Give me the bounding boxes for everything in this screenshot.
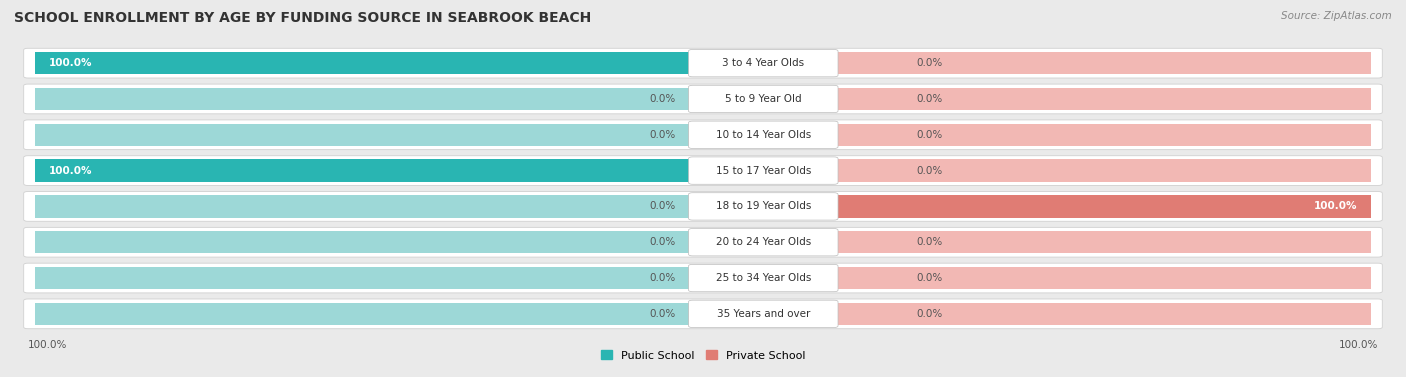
Text: 0.0%: 0.0%: [917, 309, 942, 319]
FancyBboxPatch shape: [24, 120, 1382, 150]
Text: 0.0%: 0.0%: [917, 130, 942, 140]
Text: 35 Years and over: 35 Years and over: [717, 309, 810, 319]
Text: 20 to 24 Year Olds: 20 to 24 Year Olds: [716, 237, 811, 247]
FancyBboxPatch shape: [24, 263, 1382, 293]
FancyBboxPatch shape: [24, 299, 1382, 329]
FancyBboxPatch shape: [35, 88, 696, 110]
FancyBboxPatch shape: [831, 303, 1371, 325]
FancyBboxPatch shape: [689, 193, 838, 220]
Text: 100.0%: 100.0%: [1315, 201, 1358, 211]
FancyBboxPatch shape: [831, 88, 1371, 110]
FancyBboxPatch shape: [24, 48, 1382, 78]
FancyBboxPatch shape: [24, 84, 1382, 114]
Text: 0.0%: 0.0%: [917, 237, 942, 247]
FancyBboxPatch shape: [35, 159, 696, 182]
FancyBboxPatch shape: [831, 159, 1371, 182]
FancyBboxPatch shape: [831, 195, 1371, 218]
FancyBboxPatch shape: [24, 227, 1382, 257]
FancyBboxPatch shape: [35, 124, 696, 146]
FancyBboxPatch shape: [831, 195, 1371, 218]
FancyBboxPatch shape: [689, 157, 838, 184]
FancyBboxPatch shape: [689, 228, 838, 256]
FancyBboxPatch shape: [689, 121, 838, 149]
FancyBboxPatch shape: [689, 49, 838, 77]
Text: Source: ZipAtlas.com: Source: ZipAtlas.com: [1281, 11, 1392, 21]
FancyBboxPatch shape: [35, 52, 696, 74]
Text: 0.0%: 0.0%: [650, 237, 675, 247]
FancyBboxPatch shape: [831, 124, 1371, 146]
Text: 0.0%: 0.0%: [917, 166, 942, 176]
FancyBboxPatch shape: [689, 264, 838, 292]
FancyBboxPatch shape: [35, 267, 696, 289]
Text: 100.0%: 100.0%: [28, 340, 67, 350]
Text: 0.0%: 0.0%: [917, 58, 942, 68]
FancyBboxPatch shape: [831, 231, 1371, 253]
Text: SCHOOL ENROLLMENT BY AGE BY FUNDING SOURCE IN SEABROOK BEACH: SCHOOL ENROLLMENT BY AGE BY FUNDING SOUR…: [14, 11, 592, 25]
Text: 18 to 19 Year Olds: 18 to 19 Year Olds: [716, 201, 811, 211]
FancyBboxPatch shape: [35, 159, 696, 182]
Legend: Public School, Private School: Public School, Private School: [600, 350, 806, 360]
Text: 0.0%: 0.0%: [917, 273, 942, 283]
Text: 100.0%: 100.0%: [48, 166, 91, 176]
FancyBboxPatch shape: [35, 303, 696, 325]
FancyBboxPatch shape: [24, 156, 1382, 185]
Text: 100.0%: 100.0%: [1339, 340, 1378, 350]
FancyBboxPatch shape: [689, 300, 838, 328]
FancyBboxPatch shape: [689, 85, 838, 113]
Text: 0.0%: 0.0%: [650, 94, 675, 104]
FancyBboxPatch shape: [831, 267, 1371, 289]
Text: 3 to 4 Year Olds: 3 to 4 Year Olds: [723, 58, 804, 68]
FancyBboxPatch shape: [35, 231, 696, 253]
Text: 15 to 17 Year Olds: 15 to 17 Year Olds: [716, 166, 811, 176]
Text: 0.0%: 0.0%: [650, 201, 675, 211]
Text: 0.0%: 0.0%: [650, 309, 675, 319]
Text: 5 to 9 Year Old: 5 to 9 Year Old: [725, 94, 801, 104]
Text: 10 to 14 Year Olds: 10 to 14 Year Olds: [716, 130, 811, 140]
FancyBboxPatch shape: [24, 192, 1382, 221]
FancyBboxPatch shape: [831, 52, 1371, 74]
Text: 100.0%: 100.0%: [48, 58, 91, 68]
FancyBboxPatch shape: [35, 195, 696, 218]
Text: 0.0%: 0.0%: [650, 130, 675, 140]
Text: 25 to 34 Year Olds: 25 to 34 Year Olds: [716, 273, 811, 283]
Text: 0.0%: 0.0%: [917, 94, 942, 104]
FancyBboxPatch shape: [35, 52, 696, 74]
Text: 0.0%: 0.0%: [650, 273, 675, 283]
